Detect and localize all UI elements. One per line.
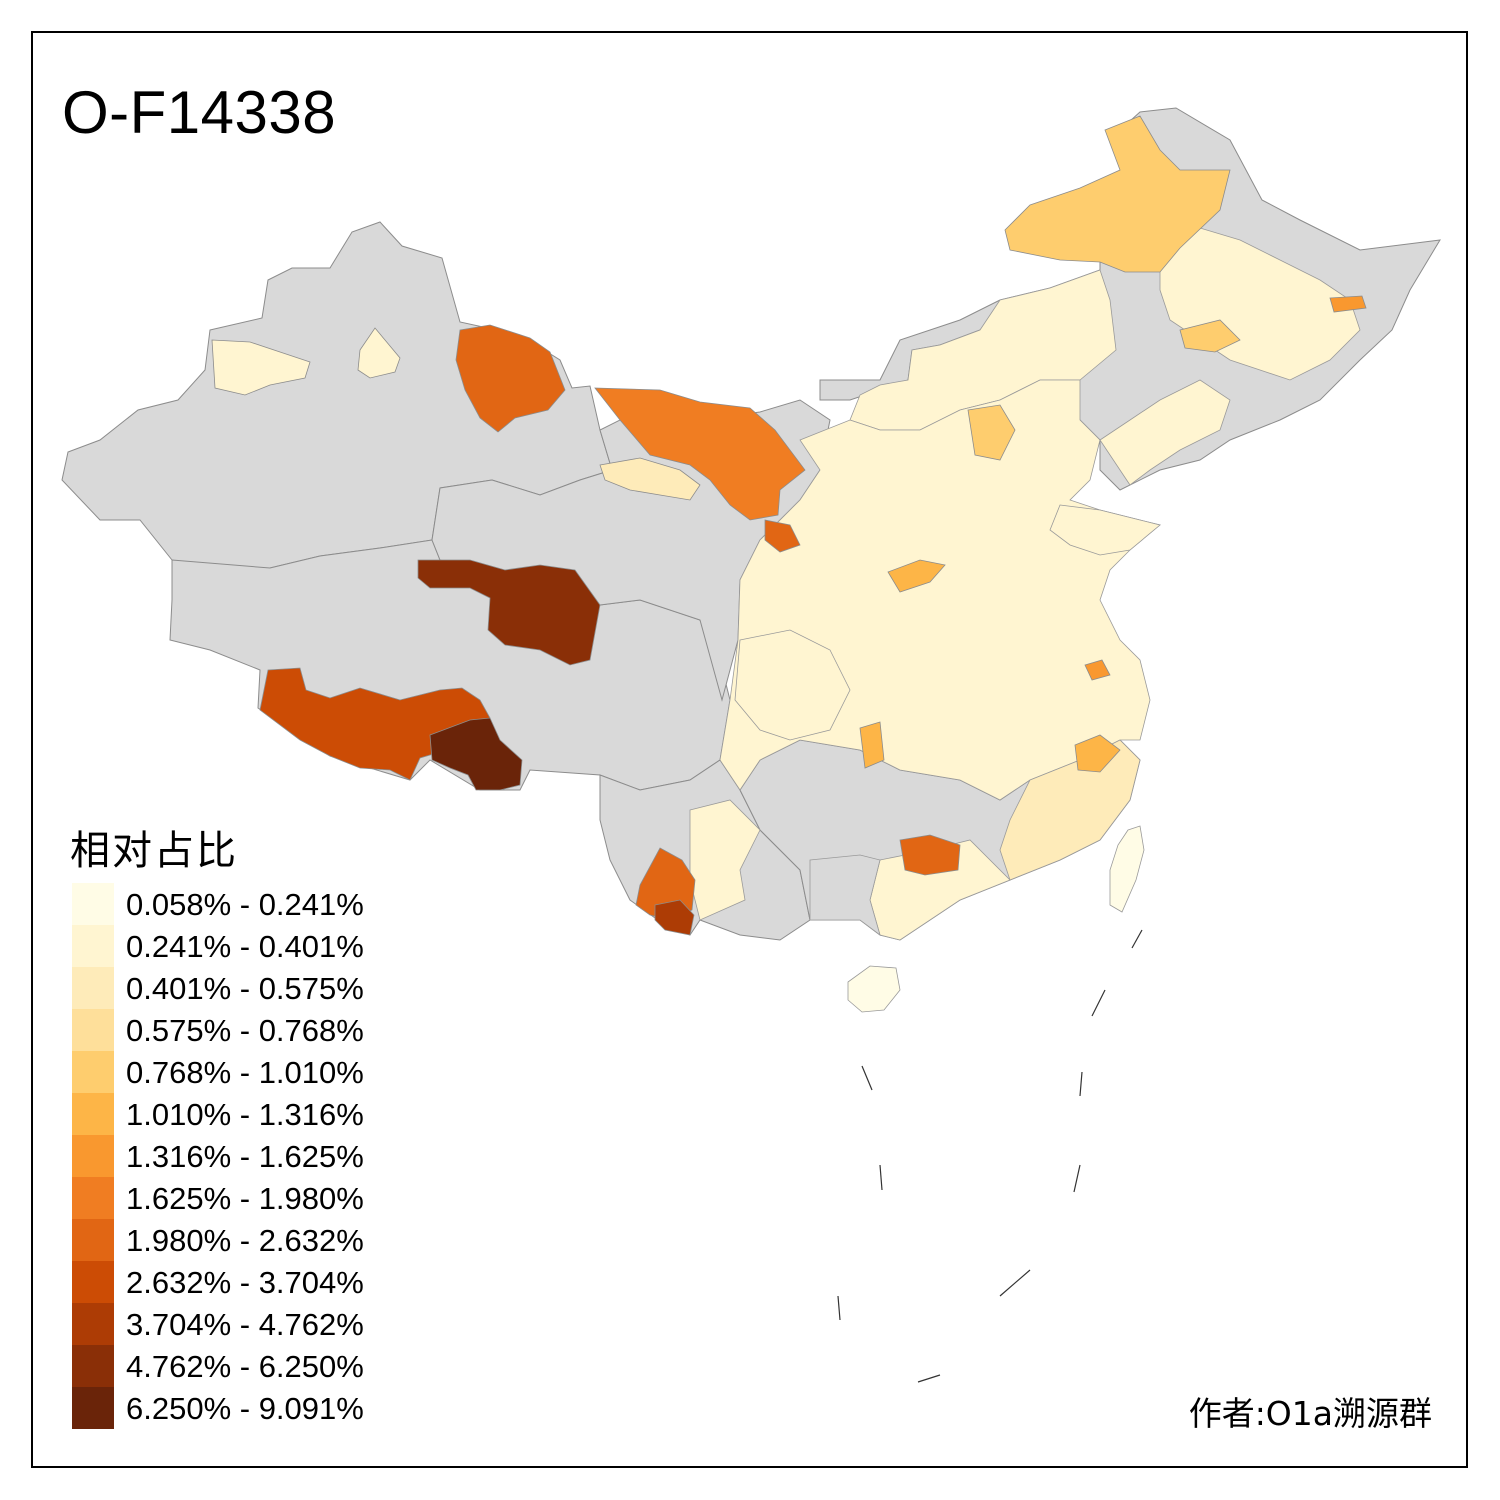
- legend-label: 0.401% - 0.575%: [126, 971, 364, 1006]
- legend-item: 1.625% - 1.980%: [72, 1177, 412, 1219]
- region-hunan-spot: [859, 721, 885, 769]
- south-china-sea-islands: [837, 929, 1143, 1383]
- region-taiwan: [1109, 825, 1145, 913]
- region-shanxi-spot: [887, 559, 946, 593]
- legend-swatch: [72, 1051, 114, 1093]
- region-highlight: [211, 115, 1367, 936]
- region-hulunbuir: [1004, 115, 1231, 273]
- legend-swatch: [72, 1303, 114, 1345]
- legend-item: 2.632% - 3.704%: [72, 1261, 412, 1303]
- legend-item: 3.704% - 4.762%: [72, 1303, 412, 1345]
- legend-swatch: [72, 1135, 114, 1177]
- legend-label: 2.632% - 3.704%: [126, 1265, 364, 1300]
- region-hainan: [847, 965, 901, 1013]
- legend-label: 4.762% - 6.250%: [126, 1349, 364, 1384]
- region-gannan: [764, 519, 801, 553]
- legend-label: 1.980% - 2.632%: [126, 1223, 364, 1258]
- map-title: O-F14338: [62, 79, 337, 146]
- legend-label: 6.250% - 9.091%: [126, 1391, 364, 1426]
- author-credit: 作者:O1a溯源群: [1188, 1394, 1432, 1433]
- legend-item: 1.316% - 1.625%: [72, 1135, 412, 1177]
- legend-label: 1.316% - 1.625%: [126, 1139, 364, 1174]
- region-heilongjiang-east: [1329, 295, 1367, 313]
- region-altay: [455, 324, 566, 433]
- region-sichuan-basin: [734, 629, 851, 741]
- legend-swatch: [72, 1093, 114, 1135]
- legend-swatch: [72, 1387, 114, 1429]
- region-shandong: [1049, 504, 1161, 556]
- legend-swatch: [72, 1219, 114, 1261]
- region-base: [61, 107, 1441, 941]
- region-hexi: [594, 387, 806, 521]
- legend-item: 4.762% - 6.250%: [72, 1345, 412, 1387]
- region-jiangsu-spot: [1084, 659, 1111, 681]
- legend-title: 相对占比: [70, 828, 238, 874]
- legend-item: 0.575% - 0.768%: [72, 1009, 412, 1051]
- region-nagqu: [417, 559, 601, 666]
- region-jilin-spot: [1179, 319, 1241, 353]
- legend-item: 1.980% - 2.632%: [72, 1219, 412, 1261]
- legend-swatch: [72, 925, 114, 967]
- legend-label: 1.625% - 1.980%: [126, 1181, 364, 1216]
- legend-item: 0.241% - 0.401%: [72, 925, 412, 967]
- legend-swatch: [72, 1177, 114, 1219]
- legend-label: 3.704% - 4.762%: [126, 1307, 364, 1342]
- legend-label: 0.058% - 0.241%: [126, 887, 364, 922]
- legend-item: 0.401% - 0.575%: [72, 967, 412, 1009]
- legend-swatch: [72, 883, 114, 925]
- region-xishuangbanna-south: [654, 899, 695, 936]
- legend-item: 0.768% - 1.010%: [72, 1051, 412, 1093]
- legend: 0.058% - 0.241% 0.241% - 0.401% 0.401% -…: [72, 883, 412, 1429]
- legend-swatch: [72, 1009, 114, 1051]
- region-guangdong-north: [899, 834, 961, 876]
- legend-label: 0.241% - 0.401%: [126, 929, 364, 964]
- legend-swatch: [72, 1261, 114, 1303]
- region-yili: [211, 339, 311, 396]
- legend-label: 0.575% - 0.768%: [126, 1013, 364, 1048]
- map-frame: [31, 31, 1468, 1468]
- legend-item: 0.058% - 0.241%: [72, 883, 412, 925]
- region-liaodong: [1099, 379, 1231, 486]
- region-guangxi: [809, 854, 881, 937]
- legend-swatch: [72, 967, 114, 1009]
- legend-label: 1.010% - 1.316%: [126, 1097, 364, 1132]
- region-zhejiang-spot: [1074, 734, 1121, 773]
- legend-swatch: [72, 1345, 114, 1387]
- region-hexi-west: [599, 457, 701, 501]
- region-lhasa: [429, 717, 523, 791]
- legend-item: 6.250% - 9.091%: [72, 1387, 412, 1429]
- region-changji: [357, 327, 401, 379]
- legend-label: 0.768% - 1.010%: [126, 1055, 364, 1090]
- legend-item: 1.010% - 1.316%: [72, 1093, 412, 1135]
- region-hebei-spot: [967, 404, 1016, 461]
